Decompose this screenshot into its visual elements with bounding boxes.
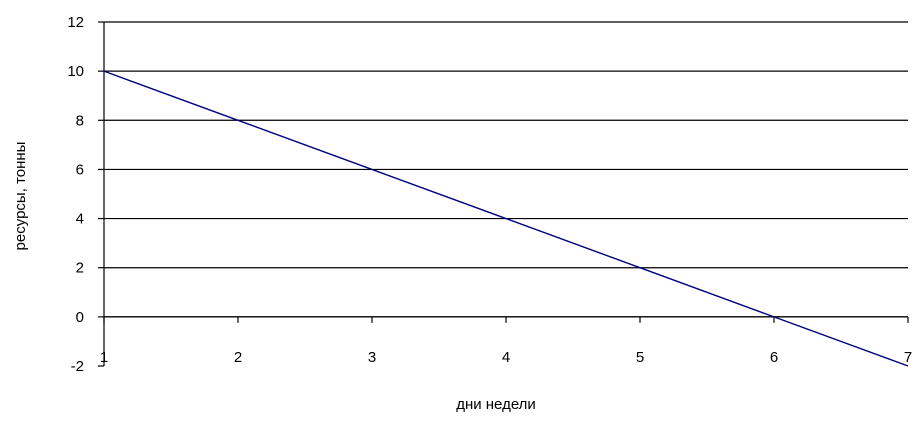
x-tick-labels: 1 2 3 4 5 6 7 bbox=[100, 349, 912, 366]
x-tick-label: 4 bbox=[502, 349, 510, 366]
x-tick-label: 6 bbox=[770, 349, 778, 366]
x-axis-title: дни недели bbox=[456, 396, 536, 413]
y-tick-label: -2 bbox=[71, 358, 84, 375]
x-tick-label: 2 bbox=[234, 349, 242, 366]
y-tick-label: 4 bbox=[76, 211, 84, 228]
y-tick-label: 12 bbox=[67, 14, 84, 31]
series-group bbox=[103, 70, 909, 367]
y-tick-label: 2 bbox=[76, 260, 84, 277]
x-tick-label: 7 bbox=[904, 349, 912, 366]
axes bbox=[98, 21, 909, 367]
y-axis-title: ресурсы, тонны bbox=[12, 142, 29, 251]
x-tick-label: 5 bbox=[636, 349, 644, 366]
y-tick-label: 10 bbox=[67, 63, 84, 80]
y-tick-label: 0 bbox=[76, 309, 84, 326]
series-line bbox=[103, 70, 909, 367]
gridlines bbox=[104, 21, 908, 318]
y-tick-label: 8 bbox=[76, 112, 84, 129]
x-tick-label: 1 bbox=[100, 349, 108, 366]
x-tick-label: 3 bbox=[368, 349, 376, 366]
y-tick-labels: 12 10 8 6 4 2 0 -2 bbox=[67, 14, 84, 375]
y-tick-label: 6 bbox=[76, 161, 84, 178]
